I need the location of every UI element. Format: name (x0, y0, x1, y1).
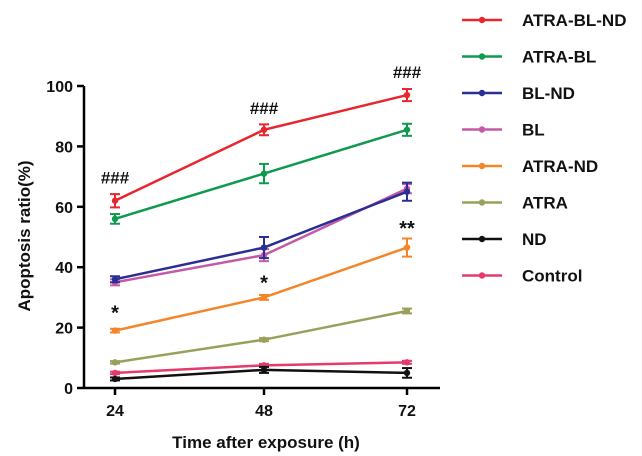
significance-annotation: ** (399, 218, 415, 240)
data-point (403, 91, 411, 99)
y-axis-label: Apoptosis ratio(%) (15, 160, 34, 311)
data-point (403, 126, 411, 133)
legend-item-atra-nd: ATRA-ND (462, 157, 598, 176)
axes: 0 20 40 60 80 100 24 48 72 (46, 79, 440, 420)
x-tick-label: 24 (106, 403, 124, 420)
series-atra-bl (110, 122, 412, 225)
significance-annotation: ### (101, 169, 130, 188)
y-tick-label: 80 (55, 139, 73, 156)
data-point (403, 188, 411, 195)
legend-marker (478, 16, 486, 24)
y-tick-label: 0 (64, 381, 73, 398)
legend-label: ATRA (522, 194, 568, 213)
data-point (403, 359, 411, 366)
data-point (260, 244, 268, 251)
legend-item-atra-bl-nd: ATRA-BL-ND (462, 11, 627, 30)
series-atra-nd (110, 237, 412, 334)
series-line (114, 187, 408, 284)
series-atra-bl-nd (110, 88, 412, 209)
series-bl-nd (110, 181, 412, 284)
y-tick-label: 60 (55, 200, 73, 217)
data-point (111, 375, 119, 383)
legend-label: ND (522, 230, 547, 249)
legend-label: ATRA-BL (522, 48, 596, 67)
data-point (111, 215, 119, 223)
legend-item-bl-nd: BL-ND (462, 84, 575, 103)
data-point (111, 197, 119, 204)
legend-marker (478, 53, 486, 60)
series-nd (110, 365, 412, 383)
legend-marker (478, 89, 486, 97)
x-tick-label: 72 (398, 403, 416, 420)
data-point (403, 369, 411, 377)
x-axis-label: Time after exposure (h) (172, 433, 360, 452)
legend-label: ATRA-ND (522, 157, 598, 176)
legend-marker (478, 162, 486, 170)
significance-annotation: ### (250, 99, 279, 118)
significance-annotation: ### (393, 63, 422, 82)
annotation-layer: #########**** (101, 63, 422, 325)
legend-item-control: Control (462, 267, 582, 286)
data-point (403, 307, 411, 315)
x-tick-label: 48 (255, 403, 273, 420)
y-tick-label: 40 (55, 260, 73, 277)
data-point (260, 336, 268, 343)
legend-item-atra-bl: ATRA-BL (462, 48, 596, 67)
legend-label: Control (522, 267, 582, 286)
legend-item-nd: ND (462, 230, 547, 249)
y-tick-label: 100 (46, 79, 73, 96)
legend-label: BL-ND (522, 84, 575, 103)
legend: ATRA-BL-ND ATRA-BL BL-ND BL ATRA-ND ATRA ND Con… (462, 11, 627, 286)
series-line (114, 309, 408, 364)
series-atra (110, 307, 412, 366)
legend-item-atra: ATRA (462, 194, 568, 213)
legend-label: ATRA-BL-ND (522, 11, 627, 30)
legend-marker (478, 235, 486, 243)
data-point (111, 276, 119, 283)
legend-marker (478, 126, 486, 133)
legend-label: BL (522, 121, 545, 140)
data-point (260, 294, 268, 301)
data-point (111, 359, 119, 366)
data-point (260, 126, 268, 133)
data-point (403, 244, 411, 251)
series-layer (110, 88, 412, 383)
significance-annotation: * (111, 303, 119, 325)
data-point (260, 366, 268, 374)
data-point (111, 327, 119, 334)
legend-item-bl: BL (462, 121, 545, 140)
y-tick-label: 20 (55, 321, 73, 338)
significance-annotation: * (260, 272, 268, 294)
legend-marker (478, 272, 486, 279)
data-point (260, 170, 268, 177)
legend-marker (478, 199, 486, 206)
data-point (111, 369, 119, 377)
